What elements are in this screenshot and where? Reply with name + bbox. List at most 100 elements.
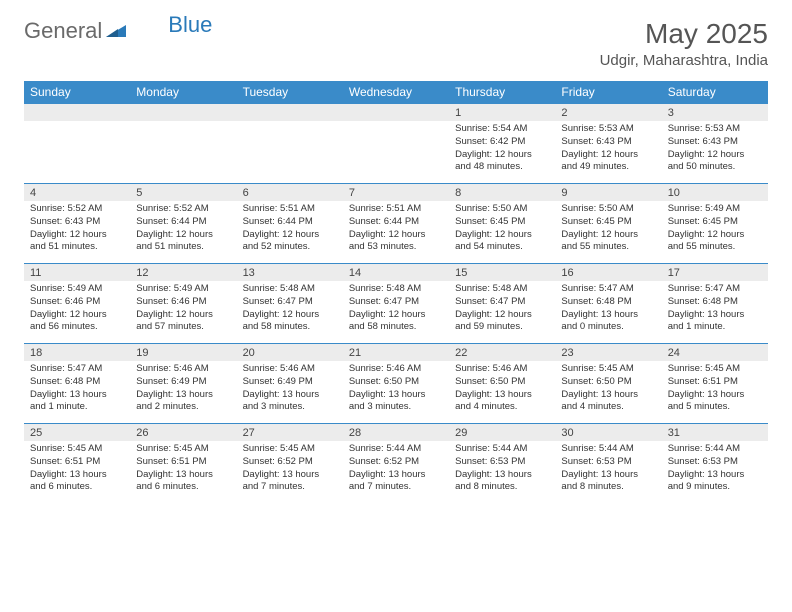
sunrise-text: Sunrise: 5:52 AM (30, 203, 124, 216)
day-details: Sunrise: 5:44 AMSunset: 6:53 PMDaylight:… (555, 441, 661, 498)
day-details: Sunrise: 5:47 AMSunset: 6:48 PMDaylight:… (24, 361, 130, 418)
calendar-cell: 25Sunrise: 5:45 AMSunset: 6:51 PMDayligh… (24, 423, 130, 503)
day-details: Sunrise: 5:50 AMSunset: 6:45 PMDaylight:… (449, 201, 555, 258)
sunset-text: Sunset: 6:53 PM (561, 456, 655, 469)
sunrise-text: Sunrise: 5:45 AM (243, 443, 337, 456)
sunrise-text: Sunrise: 5:50 AM (561, 203, 655, 216)
location-label: Udgir, Maharashtra, India (600, 52, 768, 69)
calendar-cell: 27Sunrise: 5:45 AMSunset: 6:52 PMDayligh… (237, 423, 343, 503)
sunrise-text: Sunrise: 5:44 AM (455, 443, 549, 456)
sunset-text: Sunset: 6:51 PM (136, 456, 230, 469)
daylight-text-2: and 55 minutes. (561, 241, 655, 254)
calendar-cell: 9Sunrise: 5:50 AMSunset: 6:45 PMDaylight… (555, 183, 661, 263)
daylight-text-1: Daylight: 13 hours (243, 389, 337, 402)
calendar-cell: 23Sunrise: 5:45 AMSunset: 6:50 PMDayligh… (555, 343, 661, 423)
sunrise-text: Sunrise: 5:47 AM (668, 283, 762, 296)
logo-triangle-icon (106, 21, 126, 42)
daylight-text-2: and 7 minutes. (349, 481, 443, 494)
day-details: Sunrise: 5:49 AMSunset: 6:45 PMDaylight:… (662, 201, 768, 258)
daylight-text-1: Daylight: 13 hours (30, 469, 124, 482)
calendar-cell (237, 103, 343, 183)
daylight-text-1: Daylight: 12 hours (349, 309, 443, 322)
day-number: 22 (449, 344, 555, 361)
daylight-text-2: and 54 minutes. (455, 241, 549, 254)
daylight-text-1: Daylight: 12 hours (136, 229, 230, 242)
daylight-text-1: Daylight: 13 hours (455, 389, 549, 402)
sunset-text: Sunset: 6:46 PM (30, 296, 124, 309)
sunset-text: Sunset: 6:45 PM (561, 216, 655, 229)
daylight-text-1: Daylight: 12 hours (668, 229, 762, 242)
calendar-cell: 2Sunrise: 5:53 AMSunset: 6:43 PMDaylight… (555, 103, 661, 183)
sunset-text: Sunset: 6:44 PM (243, 216, 337, 229)
sunrise-text: Sunrise: 5:47 AM (30, 363, 124, 376)
daylight-text-2: and 49 minutes. (561, 161, 655, 174)
day-number (237, 104, 343, 121)
day-number: 15 (449, 264, 555, 281)
sunrise-text: Sunrise: 5:49 AM (668, 203, 762, 216)
calendar-cell: 1Sunrise: 5:54 AMSunset: 6:42 PMDaylight… (449, 103, 555, 183)
daylight-text-1: Daylight: 13 hours (668, 309, 762, 322)
sunrise-text: Sunrise: 5:45 AM (136, 443, 230, 456)
sunset-text: Sunset: 6:43 PM (561, 136, 655, 149)
day-number: 23 (555, 344, 661, 361)
calendar-cell: 11Sunrise: 5:49 AMSunset: 6:46 PMDayligh… (24, 263, 130, 343)
calendar-cell: 5Sunrise: 5:52 AMSunset: 6:44 PMDaylight… (130, 183, 236, 263)
calendar-cell: 18Sunrise: 5:47 AMSunset: 6:48 PMDayligh… (24, 343, 130, 423)
day-details: Sunrise: 5:50 AMSunset: 6:45 PMDaylight:… (555, 201, 661, 258)
day-number: 2 (555, 104, 661, 121)
day-number: 11 (24, 264, 130, 281)
day-details: Sunrise: 5:51 AMSunset: 6:44 PMDaylight:… (237, 201, 343, 258)
title-block: May 2025 Udgir, Maharashtra, India (600, 18, 768, 69)
sunset-text: Sunset: 6:42 PM (455, 136, 549, 149)
sunset-text: Sunset: 6:47 PM (243, 296, 337, 309)
calendar-cell: 19Sunrise: 5:46 AMSunset: 6:49 PMDayligh… (130, 343, 236, 423)
day-header: Monday (130, 81, 236, 103)
day-details: Sunrise: 5:44 AMSunset: 6:53 PMDaylight:… (662, 441, 768, 498)
daylight-text-2: and 0 minutes. (561, 321, 655, 334)
day-number (130, 104, 236, 121)
daylight-text-2: and 51 minutes. (30, 241, 124, 254)
sunset-text: Sunset: 6:49 PM (243, 376, 337, 389)
calendar-cell: 8Sunrise: 5:50 AMSunset: 6:45 PMDaylight… (449, 183, 555, 263)
sunrise-text: Sunrise: 5:48 AM (243, 283, 337, 296)
logo-text-1: General (24, 18, 102, 44)
day-number: 10 (662, 184, 768, 201)
sunrise-text: Sunrise: 5:54 AM (455, 123, 549, 136)
day-details: Sunrise: 5:45 AMSunset: 6:51 PMDaylight:… (662, 361, 768, 418)
sunset-text: Sunset: 6:50 PM (455, 376, 549, 389)
day-details: Sunrise: 5:48 AMSunset: 6:47 PMDaylight:… (237, 281, 343, 338)
day-number: 13 (237, 264, 343, 281)
daylight-text-2: and 57 minutes. (136, 321, 230, 334)
logo-text-2: Blue (168, 12, 212, 38)
day-number: 24 (662, 344, 768, 361)
calendar-cell: 30Sunrise: 5:44 AMSunset: 6:53 PMDayligh… (555, 423, 661, 503)
day-details: Sunrise: 5:49 AMSunset: 6:46 PMDaylight:… (130, 281, 236, 338)
daylight-text-2: and 55 minutes. (668, 241, 762, 254)
daylight-text-2: and 9 minutes. (668, 481, 762, 494)
day-number: 31 (662, 424, 768, 441)
daylight-text-1: Daylight: 13 hours (30, 389, 124, 402)
calendar-cell: 10Sunrise: 5:49 AMSunset: 6:45 PMDayligh… (662, 183, 768, 263)
calendar-week-row: 1Sunrise: 5:54 AMSunset: 6:42 PMDaylight… (24, 103, 768, 183)
day-details: Sunrise: 5:52 AMSunset: 6:43 PMDaylight:… (24, 201, 130, 258)
day-details: Sunrise: 5:46 AMSunset: 6:50 PMDaylight:… (449, 361, 555, 418)
day-number (24, 104, 130, 121)
day-header: Tuesday (237, 81, 343, 103)
calendar-cell: 6Sunrise: 5:51 AMSunset: 6:44 PMDaylight… (237, 183, 343, 263)
sunset-text: Sunset: 6:47 PM (455, 296, 549, 309)
day-number: 4 (24, 184, 130, 201)
calendar-cell: 26Sunrise: 5:45 AMSunset: 6:51 PMDayligh… (130, 423, 236, 503)
sunrise-text: Sunrise: 5:45 AM (561, 363, 655, 376)
day-header: Saturday (662, 81, 768, 103)
daylight-text-1: Daylight: 13 hours (455, 469, 549, 482)
daylight-text-1: Daylight: 12 hours (455, 309, 549, 322)
sunset-text: Sunset: 6:43 PM (668, 136, 762, 149)
calendar-table: SundayMondayTuesdayWednesdayThursdayFrid… (24, 81, 768, 503)
sunrise-text: Sunrise: 5:50 AM (455, 203, 549, 216)
day-details: Sunrise: 5:45 AMSunset: 6:51 PMDaylight:… (130, 441, 236, 498)
daylight-text-1: Daylight: 12 hours (243, 309, 337, 322)
day-details: Sunrise: 5:44 AMSunset: 6:53 PMDaylight:… (449, 441, 555, 498)
daylight-text-2: and 59 minutes. (455, 321, 549, 334)
sunrise-text: Sunrise: 5:46 AM (243, 363, 337, 376)
day-number: 1 (449, 104, 555, 121)
